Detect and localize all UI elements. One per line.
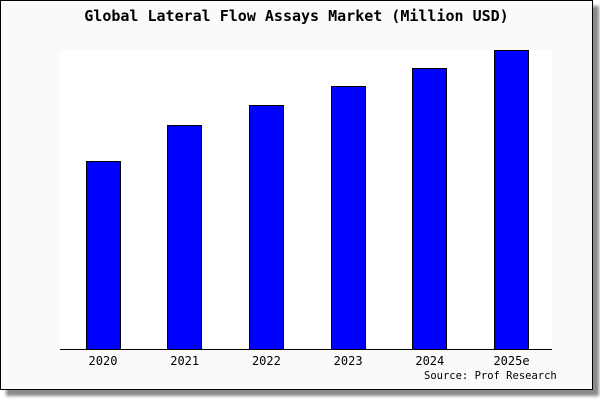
chart-frame: Global Lateral Flow Assays Market (Milli… xyxy=(0,0,593,390)
bar-2020 xyxy=(85,161,121,349)
source-credit: Source: Prof Research xyxy=(424,370,557,382)
x-tick-label-2024: 2024 xyxy=(415,354,445,368)
plot-area xyxy=(60,50,552,350)
x-tick-label-2021: 2021 xyxy=(170,354,200,368)
x-tick-label-2023: 2023 xyxy=(333,354,363,368)
bar-2022 xyxy=(248,105,284,349)
chart-title: Global Lateral Flow Assays Market (Milli… xyxy=(84,7,509,25)
bar-2024 xyxy=(412,68,448,349)
bar-2023 xyxy=(330,86,366,349)
x-tick-label-2025e: 2025e xyxy=(493,354,530,368)
x-tick-label-2022: 2022 xyxy=(251,354,281,368)
bar-2021 xyxy=(167,125,203,349)
bar-2025e xyxy=(494,50,529,349)
x-tick-label-2020: 2020 xyxy=(88,354,118,368)
